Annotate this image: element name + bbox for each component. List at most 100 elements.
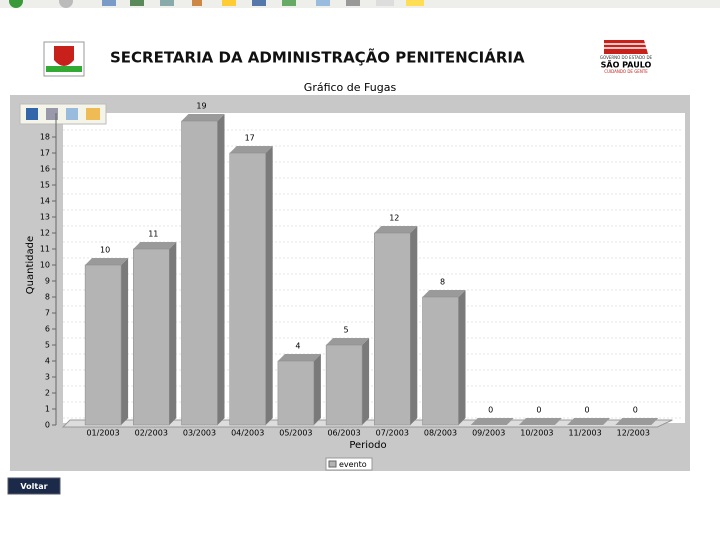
value-label: 8 [440,278,445,287]
browser-toolbar [0,0,720,8]
bar-top [326,338,370,345]
legend-box [325,457,373,471]
chart-tools [19,103,107,125]
x-tick-label: 12/2003 [617,429,650,438]
chart-tools-bg [19,103,107,125]
y-tick-label: 17 [40,149,50,158]
back-button[interactable]: Voltar [7,477,61,495]
legend-label: evento [339,460,367,469]
bar-top [615,418,659,425]
y-tick-label: 12 [40,229,50,238]
value-label: 10 [100,246,110,255]
value-label: 0 [633,406,638,415]
header-title: SECRETARIA DA ADMINISTRAÇÃO PENITENCIÁRI… [110,48,525,67]
toolbar-icon[interactable] [102,0,116,6]
y-tick-label: 0 [45,421,50,430]
bar-top [470,418,514,425]
button-label[interactable]: Voltar [20,482,47,491]
crest-shield [54,46,74,66]
y-tick-label: 6 [45,325,50,334]
plot: 012345678910111213141516171801/20031002/… [40,102,683,438]
bar-top [229,146,273,153]
toolbar-icon[interactable] [316,0,330,6]
x-tick-label: 09/2003 [472,429,505,438]
mail-icon[interactable] [66,108,78,120]
value-label: 19 [196,102,206,111]
bar-side [313,354,321,425]
toolbar-icon[interactable] [346,0,360,6]
export-icon[interactable] [86,108,100,120]
x-tick-label: 11/2003 [568,429,601,438]
legend: evento [325,457,373,471]
x-tick-label: 07/2003 [376,429,409,438]
y-tick-label: 14 [40,197,50,206]
value-label: 4 [295,342,300,351]
toolbar-icon[interactable] [59,0,73,8]
toolbar-icon[interactable] [9,0,23,8]
toolbar-icon[interactable] [376,0,394,6]
toolbar-icon[interactable] [192,0,202,6]
bar-side [265,146,273,425]
toolbar-icon[interactable] [222,0,236,6]
x-tick-label: 05/2003 [279,429,312,438]
bar-top [85,258,129,265]
bar [133,248,170,426]
value-label: 11 [148,230,158,239]
chart-title: Gráfico de Fugas [304,81,397,94]
x-tick-label: 02/2003 [135,429,168,438]
y-tick-label: 9 [45,277,50,286]
bar-side [410,226,418,425]
y-tick-label: 11 [40,245,50,254]
y-tick-label: 15 [40,181,50,190]
value-label: 12 [389,214,399,223]
y-tick-label: 4 [45,357,50,366]
y-tick-label: 18 [40,133,50,142]
x-tick-label: 08/2003 [424,429,457,438]
logo-name: SÃO PAULO [601,60,652,70]
toolbar-icon[interactable] [406,0,424,6]
y-tick-label: 10 [40,261,50,270]
crest-leaves [46,66,82,72]
x-tick-label: 03/2003 [183,429,216,438]
y-tick-label: 13 [40,213,50,222]
value-label: 0 [488,406,493,415]
bar [325,344,363,426]
bar-top [181,114,225,121]
logo-top: GOVERNO DO ESTADO DE [600,55,653,60]
bar [422,296,459,426]
toolbar-icon[interactable] [130,0,144,6]
y-tick-label: 2 [45,389,50,398]
y-axis-label: Quantidade [25,236,36,294]
print-icon[interactable] [46,108,58,120]
bar-top [277,354,321,361]
legend-swatch [328,460,337,468]
x-tick-label: 10/2003 [520,429,553,438]
bar-side [458,290,466,425]
bar-top [422,290,466,297]
x-tick-label: 01/2003 [86,429,119,438]
toolbar-icon[interactable] [160,0,174,6]
value-label: 0 [536,406,541,415]
value-label: 0 [585,406,590,415]
y-tick-label: 16 [40,165,50,174]
logo-slogan: CUIDANDO DE GENTE [604,69,648,74]
state-logo: GOVERNO DO ESTADO DE SÃO PAULO CUIDANDO … [600,40,653,74]
logo-stripes [604,43,647,49]
toolbar-icon[interactable] [282,0,296,6]
y-tick-label: 3 [45,373,50,382]
bar-top [374,226,418,233]
bar-top [518,418,562,425]
save-icon[interactable] [26,108,38,120]
bar-top [133,242,177,249]
y-tick-label: 7 [45,309,50,318]
bar [181,120,218,426]
bar-side [121,258,129,425]
bar-side [169,242,177,425]
bar [374,232,411,426]
crest [43,41,85,77]
bar [229,152,266,426]
toolbar-icon[interactable] [252,0,266,6]
button-bg[interactable] [7,477,61,495]
bar [277,360,315,426]
